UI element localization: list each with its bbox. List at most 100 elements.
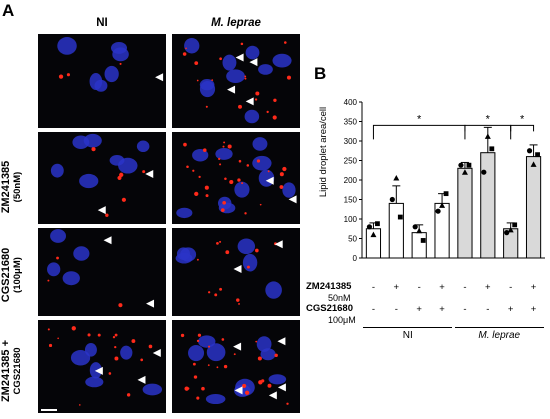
- arrowhead-marker: [277, 383, 286, 392]
- lipid-droplet: [97, 333, 101, 337]
- lipid-droplet: [118, 303, 123, 308]
- lipid-droplet: [207, 364, 210, 367]
- lipid-droplet: [66, 73, 70, 77]
- lipid-droplet: [220, 208, 225, 212]
- data-point-triangle: [461, 169, 468, 175]
- lipid-droplet: [238, 104, 242, 109]
- data-point-circle: [389, 196, 395, 203]
- lipid-droplet: [224, 177, 227, 181]
- bar-5: [457, 167, 473, 259]
- group-underline-2: [454, 327, 544, 328]
- lipid-droplet: [57, 337, 59, 340]
- nucleus: [109, 155, 125, 166]
- nucleus: [222, 54, 237, 71]
- lipid-droplet: [211, 79, 214, 81]
- factor-sign: -: [486, 304, 490, 315]
- lipid-droplet: [282, 166, 287, 172]
- factor-label-1: ZM241385: [306, 281, 352, 292]
- lipid-droplet: [47, 328, 50, 331]
- row-label-cgs21680-text: CGS21680: [0, 247, 12, 303]
- lipid-droplet: [227, 144, 232, 149]
- arrowhead-marker: [234, 386, 243, 395]
- lipid-droplet: [236, 298, 240, 302]
- row-label-combination-sub: CGS21680: [12, 347, 23, 395]
- micrograph-r3-c2: [172, 228, 300, 316]
- bar-8: [525, 156, 542, 259]
- arrowhead-marker: [235, 53, 244, 62]
- data-point-square: [443, 191, 449, 197]
- panel-b-letter: B: [314, 64, 327, 83]
- nucleus: [234, 181, 250, 198]
- lipid-droplet: [194, 61, 199, 65]
- nucleus: [199, 80, 216, 98]
- lipid-droplet: [47, 279, 50, 282]
- factor-unit-1: 50nM: [328, 293, 351, 303]
- lipid-droplet: [255, 91, 260, 96]
- data-point-triangle: [370, 231, 377, 238]
- lipid-droplet: [237, 178, 241, 182]
- lipid-droplet: [257, 356, 262, 361]
- nucleus: [272, 53, 292, 68]
- data-point-square: [420, 238, 426, 243]
- column-header-m-leprae: M. leprae: [211, 17, 261, 29]
- nucleus: [136, 140, 150, 153]
- y-tick-label: 0: [353, 254, 358, 263]
- lipid-droplet: [219, 57, 222, 61]
- y-tick-label: 100: [344, 215, 358, 224]
- lipid-droplet: [71, 326, 76, 331]
- nucleus: [242, 253, 258, 272]
- arrowhead-marker: [233, 342, 242, 351]
- lipid-droplet: [240, 42, 244, 46]
- arrowhead-marker: [274, 240, 283, 249]
- nucleus: [180, 247, 197, 262]
- nucleus: [47, 262, 61, 277]
- nucleus: [268, 374, 287, 385]
- data-point-circle: [481, 169, 487, 175]
- lipid-droplet: [254, 98, 258, 101]
- lipid-droplet: [91, 147, 96, 152]
- y-tick-label: 200: [344, 176, 358, 185]
- lipid-droplet: [114, 345, 117, 349]
- lipid-droplet: [221, 338, 225, 341]
- lipid-droplet: [197, 333, 202, 337]
- arrowhead-marker: [227, 85, 236, 94]
- nucleus: [215, 148, 233, 160]
- nucleus: [50, 163, 64, 178]
- row-label-cgs21680: CGS21680 (100μM): [0, 235, 30, 315]
- lipid-droplet: [185, 47, 187, 50]
- lipid-droplet: [140, 358, 144, 362]
- lipid-droplet: [114, 356, 119, 361]
- nucleus: [184, 37, 200, 54]
- nucleus: [176, 207, 193, 219]
- lipid-droplet: [193, 375, 198, 379]
- lipid-droplet: [219, 240, 222, 243]
- lipid-droplet: [266, 110, 269, 114]
- bar-2: [388, 202, 404, 259]
- lipid-droplet: [119, 62, 122, 65]
- data-point-triangle: [439, 202, 446, 208]
- nucleus: [72, 135, 90, 150]
- lipid-droplet: [114, 333, 118, 337]
- factor-sign: -: [417, 282, 421, 293]
- data-point-square: [397, 214, 403, 220]
- arrowhead-marker: [97, 206, 106, 215]
- data-point-circle: [458, 162, 464, 168]
- lipid-droplet: [56, 256, 59, 260]
- factor-sign: +: [393, 282, 400, 293]
- nucleus: [188, 345, 205, 362]
- lipid-droplet: [258, 380, 263, 385]
- lipid-droplet: [244, 75, 247, 78]
- factor-sign: +: [485, 282, 491, 293]
- lipid-droplet: [105, 213, 109, 217]
- arrowhead-marker: [288, 195, 297, 204]
- lipid-droplet: [196, 258, 199, 261]
- data-point-circle: [366, 224, 373, 230]
- group-underline-1: [363, 327, 453, 328]
- lipid-droplet: [78, 404, 81, 406]
- lipid-droplet: [204, 185, 209, 190]
- data-point-triangle: [530, 161, 537, 167]
- column-header-ni: NI: [96, 17, 108, 29]
- lipid-droplet: [216, 366, 219, 369]
- lipid-droplet: [48, 343, 53, 348]
- lipid-droplet: [142, 170, 146, 174]
